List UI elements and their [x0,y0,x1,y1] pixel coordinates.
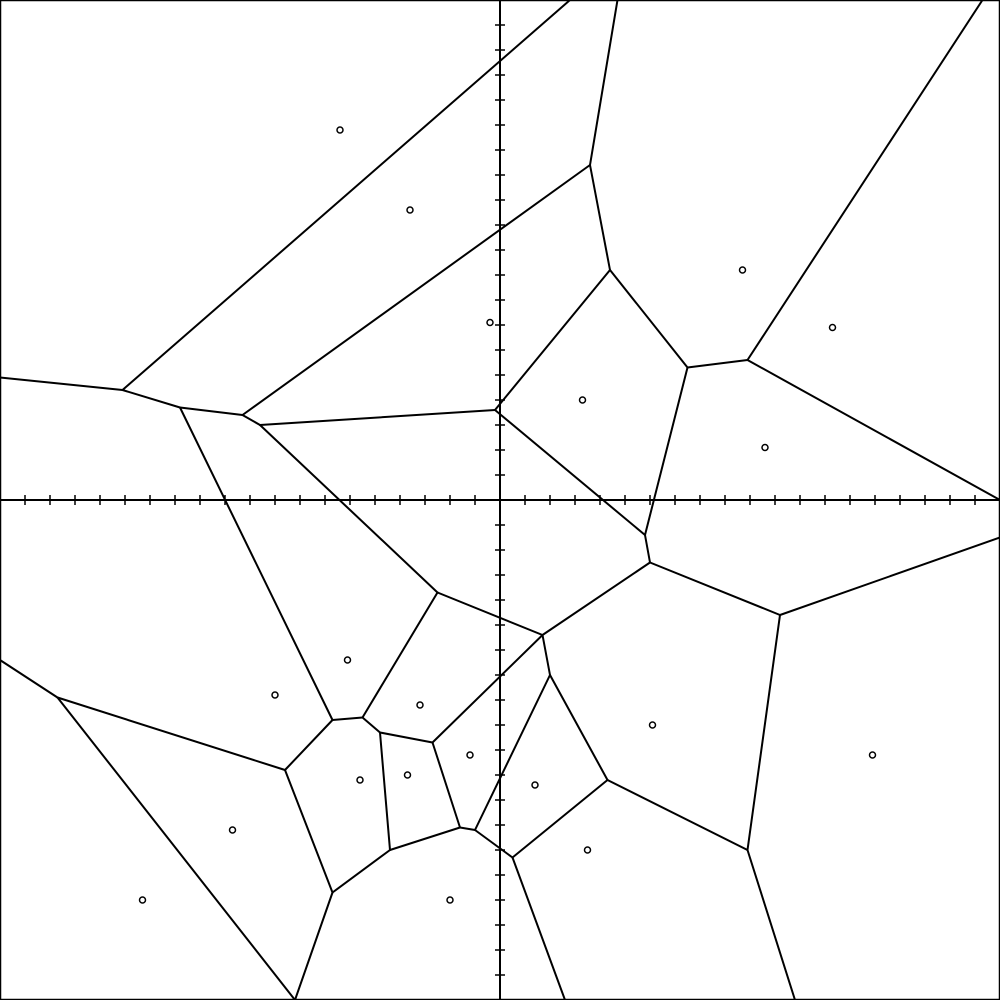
voronoi-edge [589,164,611,271]
voronoi-site [271,691,279,699]
voronoi-edge [746,614,781,851]
voronoi-edge [494,269,611,411]
voronoi-edge [361,716,381,734]
voronoi-edge [474,674,551,831]
voronoi-site [228,826,237,834]
voronoi-edge [541,561,651,636]
voronoi-edge [259,409,496,426]
voronoi-site [531,781,539,789]
voronoi-edge [589,0,619,166]
voronoi-edge [511,779,609,859]
voronoi-edge [644,534,651,564]
voronoi-edge [121,389,181,409]
voronoi-site [648,721,657,729]
voronoi-edge [259,424,439,594]
voronoi-sites [138,126,877,904]
voronoi-edge [644,366,689,536]
voronoi-edge [361,591,439,719]
voronoi-edge [459,826,476,831]
voronoi-site [406,206,414,214]
voronoi-edge [436,591,544,636]
voronoi-edge [294,891,334,1000]
voronoi-site [416,701,424,709]
voronoi-edge [746,849,796,1000]
voronoi-edge [511,856,566,1000]
voronoi-edge [0,376,124,391]
voronoi-site [578,396,587,404]
voronoi-edge [331,716,364,721]
voronoi-site [761,443,769,452]
voronoi-site [828,323,837,332]
voronoi-edge [746,359,1000,501]
voronoi-edge [379,731,391,851]
voronoi-site [343,656,352,664]
voronoi-site [868,751,877,759]
voronoi-site [738,266,747,274]
voronoi-edge [649,561,781,616]
voronoi-edge [284,719,334,771]
voronoi-edge [121,0,571,391]
voronoi-site [486,318,494,327]
voronoi-edge [549,674,609,781]
voronoi-edge [179,406,334,721]
voronoi-site [403,771,412,779]
voronoi-edge [56,696,296,1000]
voronoi-edge [241,414,261,426]
voronoi-site [583,846,592,854]
voronoi-edge [379,731,434,744]
voronoi-edge [389,826,461,851]
voronoi-edge [179,406,244,416]
voronoi-edge [779,536,1000,616]
voronoi-edge [431,634,544,744]
voronoi-site [336,126,344,134]
voronoi-edge [686,359,749,369]
voronoi-site [138,896,147,904]
voronoi-edge [541,634,551,676]
voronoi-edge [609,269,689,369]
voronoi-edge [746,0,984,361]
voronoi-site [466,751,474,759]
voronoi-edge [241,164,591,416]
voronoi-site [356,776,364,784]
voronoi-edge [474,829,514,859]
voronoi-edge [494,409,646,536]
voronoi-edge [56,696,286,771]
voronoi-edge [0,659,59,699]
voronoi-edge [606,779,749,851]
voronoi-edge [284,769,334,894]
voronoi-edge [331,849,391,894]
voronoi-site [446,896,454,904]
voronoi-edge [431,741,461,829]
